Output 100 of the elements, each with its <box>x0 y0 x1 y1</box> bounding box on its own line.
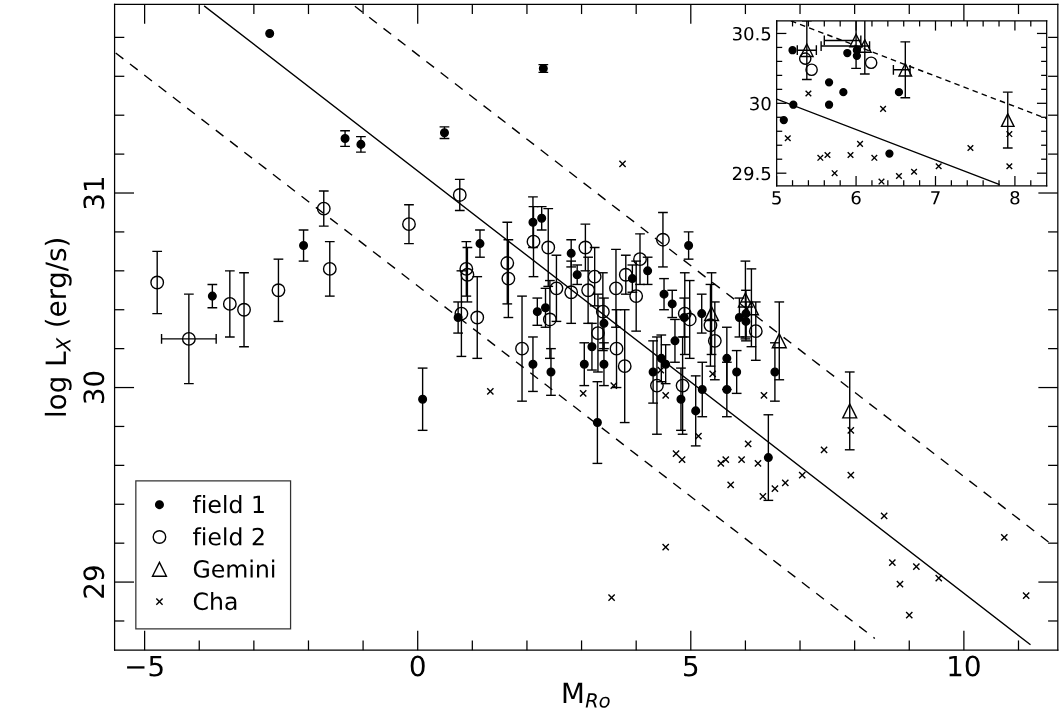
point <box>839 88 848 97</box>
point <box>896 580 904 588</box>
point <box>402 217 416 232</box>
y-tick-label: 31 <box>83 177 105 209</box>
point <box>737 455 746 464</box>
point <box>885 149 894 158</box>
point <box>322 261 337 276</box>
point <box>237 302 251 317</box>
point <box>454 306 469 321</box>
point <box>744 440 752 448</box>
point <box>771 484 779 493</box>
point <box>703 318 718 333</box>
point <box>846 471 855 479</box>
point <box>684 241 694 251</box>
point <box>703 305 720 322</box>
point <box>879 105 887 113</box>
point <box>831 169 839 177</box>
point <box>789 100 798 109</box>
point <box>532 307 542 317</box>
point <box>470 310 485 325</box>
point <box>805 63 818 77</box>
point <box>771 333 787 349</box>
point <box>856 140 864 148</box>
point <box>842 403 858 419</box>
point <box>500 256 515 270</box>
x-tick-label: −5 <box>127 655 163 677</box>
point <box>880 512 888 520</box>
point <box>501 271 516 286</box>
point <box>905 611 914 619</box>
legend-label: Cha <box>193 591 237 611</box>
point <box>898 62 913 77</box>
point <box>460 267 475 282</box>
point <box>682 312 697 327</box>
y-tick-label: 30 <box>750 96 771 111</box>
point <box>549 281 564 296</box>
point <box>847 151 855 159</box>
point <box>515 341 529 356</box>
point <box>870 154 878 162</box>
x-tick-label: 10 <box>949 655 980 677</box>
point <box>150 275 165 290</box>
point <box>526 234 541 249</box>
y-tick-label: 29 <box>83 566 105 598</box>
point <box>609 281 623 296</box>
legend-label: field 2 <box>193 527 264 546</box>
x-axis-title: M$_{Ro}$ <box>563 682 610 708</box>
point <box>590 326 605 341</box>
legend-label: field 1 <box>193 495 264 514</box>
point <box>697 309 707 319</box>
point <box>824 78 834 87</box>
point <box>843 48 852 58</box>
point <box>804 90 812 98</box>
point <box>595 304 610 319</box>
point <box>763 453 773 463</box>
point <box>888 558 897 567</box>
point <box>271 283 286 298</box>
point <box>592 418 602 428</box>
point <box>864 56 878 70</box>
point <box>299 241 309 251</box>
point <box>617 359 632 374</box>
legend-label: Gemini <box>193 559 275 578</box>
x-tick-label: 0 <box>410 655 425 677</box>
point <box>578 240 593 255</box>
point <box>541 240 556 255</box>
point <box>1005 162 1013 170</box>
point <box>966 144 974 152</box>
point <box>934 574 943 583</box>
point <box>781 479 790 487</box>
point <box>316 201 331 216</box>
point <box>609 341 624 356</box>
point <box>894 88 904 97</box>
x-tick-label: 7 <box>931 191 940 205</box>
point <box>820 445 828 454</box>
point <box>707 333 722 348</box>
point <box>779 115 788 125</box>
point <box>798 52 812 65</box>
point <box>798 471 807 479</box>
point <box>459 261 474 276</box>
point <box>1022 591 1030 600</box>
point <box>912 562 921 571</box>
point <box>877 178 885 186</box>
x-tick-label: 5 <box>684 655 698 677</box>
x-tick-label: 6 <box>851 190 861 205</box>
x-tick-label: 5 <box>772 191 781 205</box>
point <box>935 162 943 170</box>
point <box>564 285 579 300</box>
point <box>1000 533 1009 542</box>
point <box>1000 113 1015 128</box>
point <box>824 100 834 109</box>
point <box>618 267 633 282</box>
point <box>910 168 918 176</box>
point <box>579 389 588 398</box>
point <box>222 296 237 311</box>
point <box>748 324 763 339</box>
x-tick-label: 8 <box>1010 190 1020 205</box>
y-tick-label: 29.5 <box>732 166 771 181</box>
point <box>607 593 616 602</box>
point <box>452 188 467 202</box>
point <box>265 28 275 39</box>
point <box>721 455 730 464</box>
point <box>675 378 690 393</box>
